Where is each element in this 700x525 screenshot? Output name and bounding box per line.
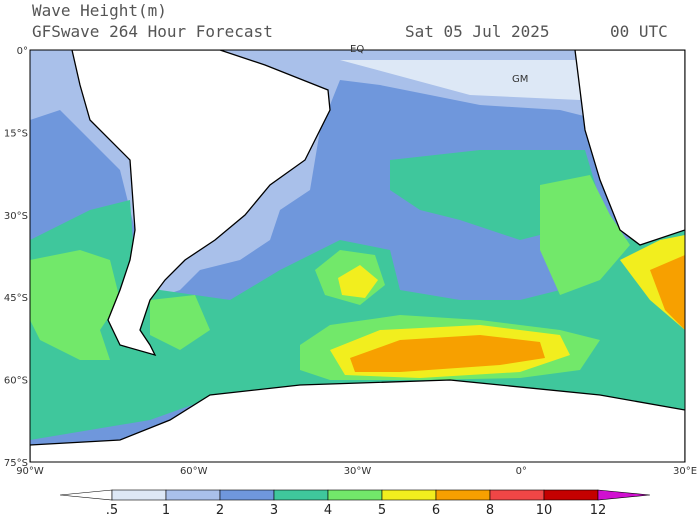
map <box>30 50 685 462</box>
colorbar-bin <box>435 489 491 501</box>
title: Wave Height(m) <box>32 1 167 20</box>
colorbar-bin <box>327 489 383 501</box>
colorbar-label: 4 <box>324 503 332 518</box>
africa <box>574 50 685 246</box>
wave-field <box>540 175 630 295</box>
colorbar-label: .5 <box>106 503 118 518</box>
time: 00 UTC <box>610 22 668 41</box>
meridian-label: GM <box>512 74 528 85</box>
colorbar-label: 2 <box>216 503 224 518</box>
colorbar-bin <box>111 489 167 501</box>
colorbar-label: 6 <box>432 503 440 518</box>
colorbar-under <box>59 489 113 501</box>
colorbar-label: 10 <box>536 503 553 518</box>
colorbar-label: 12 <box>590 503 607 518</box>
colorbar-bin <box>543 489 599 501</box>
equator-label: EQ <box>350 44 364 55</box>
lon-label: 30°E <box>673 466 697 477</box>
lat-label: 45°S <box>4 293 28 304</box>
colorbar-label: 8 <box>486 503 494 518</box>
wave-field <box>350 335 545 372</box>
colorbar-label: 1 <box>162 503 170 518</box>
lon-label: 90°W <box>16 466 44 477</box>
antarctica <box>30 379 685 462</box>
date: Sat 05 Jul 2025 <box>405 22 550 41</box>
lat-label: 60°S <box>4 376 28 387</box>
lat-label: 30°S <box>4 211 28 222</box>
map-frame <box>29 49 686 463</box>
wave-field <box>650 255 685 330</box>
colorbar-over <box>597 489 651 501</box>
colorbar-bin <box>165 489 221 501</box>
lon-label: 60°W <box>180 466 208 477</box>
lat-label: 0° <box>17 46 28 57</box>
wave-field <box>338 265 378 298</box>
wave-field <box>30 250 120 360</box>
lon-label: 0° <box>516 466 527 477</box>
wave-field <box>30 200 685 440</box>
subtitle: GFSwave 264 Hour Forecast <box>32 22 273 41</box>
colorbar-bin <box>219 489 275 501</box>
colorbar-label: 3 <box>270 503 278 518</box>
south-america <box>71 50 331 357</box>
colorbar-bin <box>489 489 545 501</box>
lat-label: 15°S <box>4 128 28 139</box>
colorbar-bin <box>273 489 329 501</box>
wave-field <box>150 295 210 350</box>
colorbar-label: 5 <box>378 503 386 518</box>
colorbar-bin <box>381 489 437 501</box>
lat-label: 75°S <box>4 458 28 469</box>
wave-field <box>340 60 580 100</box>
lon-label: 30°W <box>344 466 372 477</box>
